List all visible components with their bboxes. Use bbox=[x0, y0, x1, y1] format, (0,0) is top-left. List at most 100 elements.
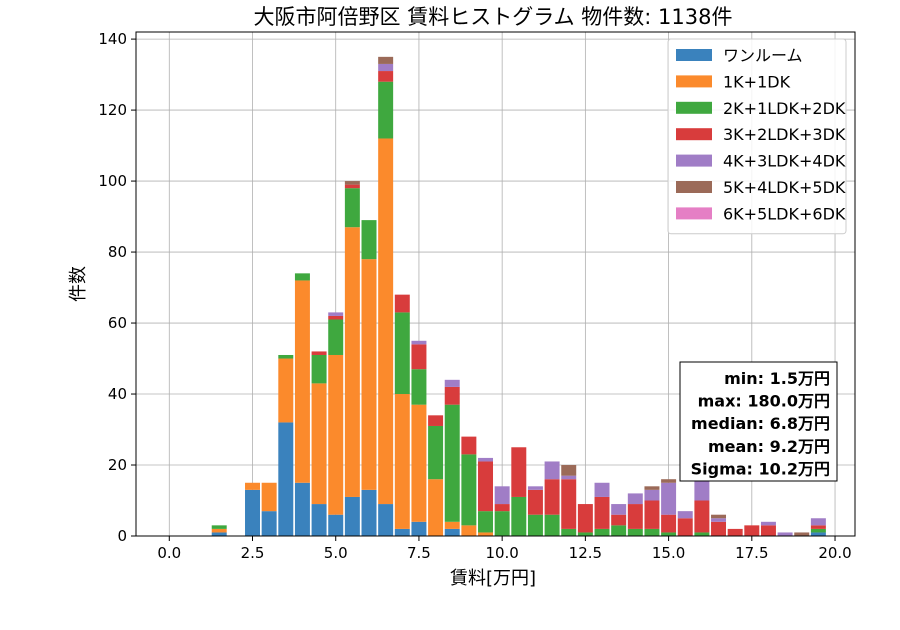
histogram-bar-segment bbox=[627, 528, 643, 536]
histogram-bar-segment bbox=[661, 532, 677, 536]
histogram-bar-segment bbox=[661, 514, 677, 533]
x-tick-label: 17.5 bbox=[735, 544, 768, 562]
stats-line: mean: 9.2万円 bbox=[708, 437, 830, 456]
x-tick-label: 2.5 bbox=[241, 544, 265, 562]
histogram-bar-segment bbox=[594, 496, 610, 529]
histogram-bar-segment bbox=[394, 294, 410, 313]
histogram-bar-segment bbox=[278, 354, 294, 359]
histogram-bar-segment bbox=[378, 81, 394, 139]
histogram-bar-segment bbox=[544, 514, 560, 536]
x-tick-label: 20.0 bbox=[818, 544, 851, 562]
histogram-bar-segment bbox=[428, 425, 444, 480]
histogram-bar-segment bbox=[378, 71, 394, 82]
histogram-bar-segment bbox=[461, 436, 477, 455]
stats-box: min: 1.5万円 max: 180.0万円 median: 6.8万円 mean:… bbox=[679, 361, 838, 482]
histogram-bar-segment bbox=[611, 525, 627, 536]
histogram-bar-segment bbox=[211, 525, 227, 529]
legend-swatch bbox=[676, 207, 712, 220]
legend-label: ワンルーム bbox=[723, 46, 803, 65]
histogram-bar-segment bbox=[394, 312, 410, 395]
histogram-bar-segment bbox=[411, 404, 427, 522]
histogram-bar-segment bbox=[527, 489, 543, 515]
histogram-bar-segment bbox=[294, 482, 310, 536]
legend-swatch bbox=[676, 181, 712, 193]
y-tick-label: 80 bbox=[108, 243, 127, 261]
histogram-bar-segment bbox=[294, 273, 310, 281]
legend-label: 1K+1DK bbox=[723, 72, 791, 91]
stats-line: min: 1.5万円 bbox=[724, 369, 830, 388]
histogram-bar-segment bbox=[511, 447, 527, 497]
histogram-bar-segment bbox=[677, 511, 693, 519]
x-tick-label: 12.5 bbox=[569, 544, 602, 562]
histogram-bar-segment bbox=[444, 528, 460, 536]
histogram-bar-segment bbox=[494, 486, 510, 505]
histogram-bar-segment bbox=[361, 259, 377, 490]
histogram-bar-segment bbox=[494, 504, 510, 512]
histogram-bar-segment bbox=[561, 528, 577, 536]
histogram-bar-segment bbox=[211, 532, 227, 536]
plot-frame bbox=[135, 31, 856, 537]
histogram-bar-segment bbox=[594, 528, 610, 536]
histogram-bar-segment bbox=[661, 479, 677, 483]
histogram-bar-segment bbox=[627, 493, 643, 505]
x-tick-label: 15.0 bbox=[652, 544, 685, 562]
histogram-bar-segment bbox=[561, 479, 577, 529]
histogram-bar-segment bbox=[394, 394, 410, 529]
histogram-bar-segment bbox=[694, 532, 710, 536]
histogram-bar-segment bbox=[344, 184, 360, 189]
x-axis-label: 賃料[万円] bbox=[450, 568, 536, 589]
y-tick-label: 120 bbox=[98, 101, 127, 119]
histogram-bar-segment bbox=[444, 386, 460, 405]
histogram-bar-segment bbox=[278, 358, 294, 423]
x-tick-label: 0.0 bbox=[157, 544, 181, 562]
histogram-bar-segment bbox=[527, 514, 543, 536]
histogram-bar-segment bbox=[328, 315, 344, 320]
histogram-bar-segment bbox=[328, 354, 344, 515]
histogram-bar-segment bbox=[611, 514, 627, 526]
histogram-bar-segment bbox=[711, 514, 727, 519]
y-tick-label: 20 bbox=[108, 456, 127, 474]
histogram-bar-segment bbox=[411, 521, 427, 536]
histogram-bar-segment bbox=[611, 504, 627, 515]
chart-title: 大阪市阿倍野区 賃料ヒストグラム 物件数: 1138件 bbox=[254, 5, 733, 29]
histogram-bar-segment bbox=[245, 482, 260, 490]
histogram-bar-segment bbox=[594, 482, 610, 497]
histogram-bar-segment bbox=[694, 500, 710, 533]
histogram-bar-segment bbox=[311, 354, 327, 384]
histogram-bar-segment bbox=[644, 486, 660, 490]
histogram-bar-segment bbox=[328, 312, 344, 316]
histogram-bar-segment bbox=[444, 379, 460, 387]
x-tick-label: 7.5 bbox=[407, 544, 431, 562]
histogram-bar-segment bbox=[311, 504, 327, 536]
histogram-bar-segment bbox=[428, 415, 444, 426]
stats-line: max: 180.0万円 bbox=[698, 392, 830, 411]
histogram-bar-segment bbox=[744, 525, 760, 536]
histogram-bar-segment bbox=[544, 461, 560, 480]
histogram-bar-segment bbox=[760, 525, 776, 536]
legend-label: 6K+5LDK+6DK bbox=[723, 204, 846, 223]
y-tick-label: 0 bbox=[117, 527, 127, 545]
histogram-bar-segment bbox=[411, 369, 427, 405]
legend-box bbox=[667, 38, 847, 235]
histogram-bar-segment bbox=[577, 504, 593, 533]
legend-swatch bbox=[676, 128, 712, 141]
histogram-bar-segment bbox=[810, 518, 826, 526]
histogram-bar-segment bbox=[444, 404, 460, 522]
histogram-bar-segment bbox=[527, 486, 543, 490]
histogram-bar-segment bbox=[344, 181, 360, 185]
histogram-bar-segment bbox=[511, 496, 527, 536]
histogram-bar-segment bbox=[644, 500, 660, 529]
histogram-bar-segment bbox=[561, 465, 577, 476]
histogram-bar-segment bbox=[428, 479, 444, 536]
histogram-bar-segment bbox=[328, 514, 344, 536]
legend-label: 5K+4LDK+5DK bbox=[723, 178, 846, 197]
legend-swatch bbox=[676, 101, 712, 114]
legend: ワンルーム 1K+1DK 2K+1LDK+2DK 3K+2LDK+3DK 4K+3LDK… bbox=[667, 38, 847, 235]
histogram-bar-segment bbox=[378, 56, 394, 64]
histogram-bar-segment bbox=[344, 496, 360, 536]
y-axis-label: 件数 bbox=[68, 266, 89, 302]
x-tick-label: 10.0 bbox=[485, 544, 518, 562]
histogram-bar-segment bbox=[361, 489, 377, 536]
histogram-bar-segment bbox=[711, 521, 727, 536]
histogram-bar-segment bbox=[211, 528, 227, 533]
